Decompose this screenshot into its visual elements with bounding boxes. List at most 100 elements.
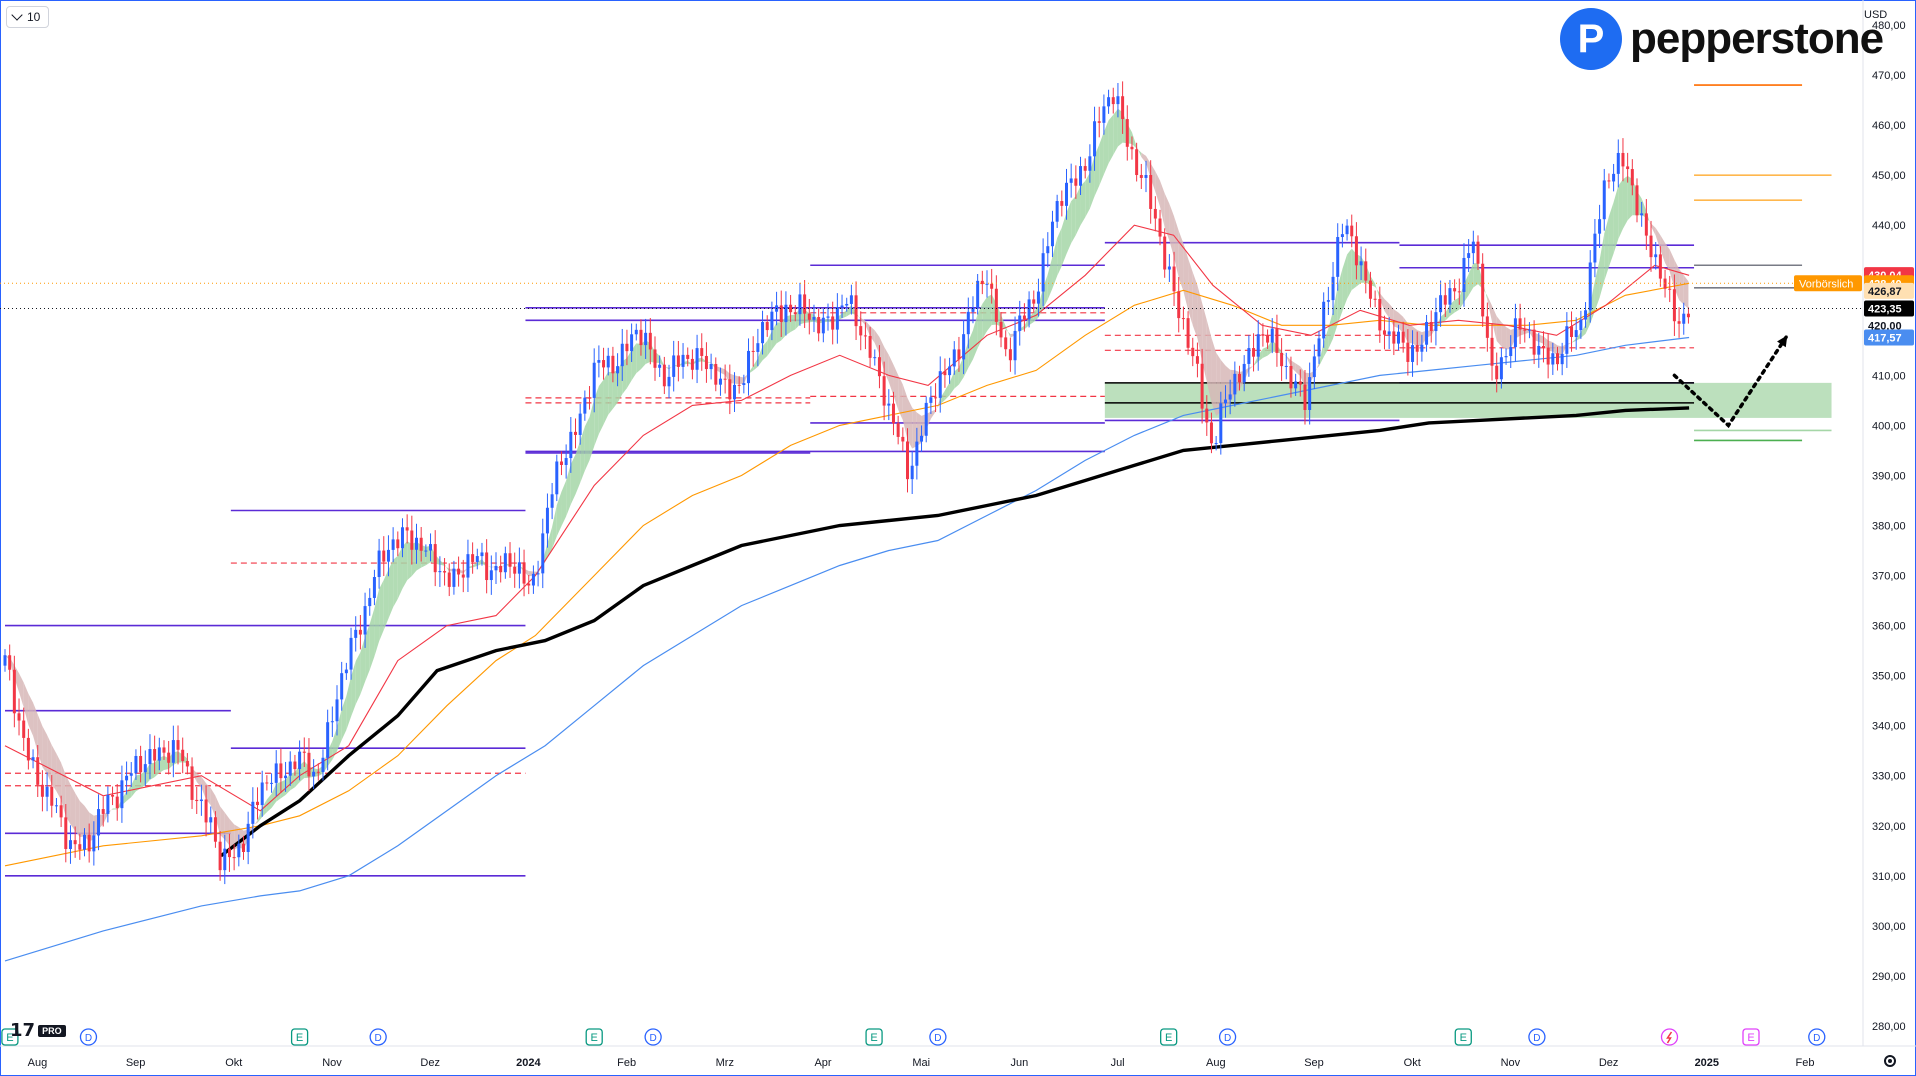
- candle-body: [475, 556, 479, 562]
- ribbon-segment: [561, 480, 567, 527]
- candle-body: [368, 597, 372, 607]
- time-tick-label: Feb: [1796, 1057, 1815, 1069]
- candle-body: [756, 343, 760, 352]
- candle-body: [1560, 353, 1564, 365]
- candle-body: [1570, 326, 1574, 338]
- candle-body: [1518, 318, 1522, 330]
- ribbon-segment: [842, 310, 847, 319]
- dividend-event-icon[interactable]: D: [644, 1028, 662, 1046]
- tradingview-pro-badge[interactable]: 17 PRO: [10, 1020, 66, 1041]
- candle-body: [489, 570, 493, 581]
- ribbon-segment: [865, 320, 871, 337]
- earnings-event-frame: [585, 1028, 603, 1046]
- ribbon-segment: [397, 546, 403, 599]
- ribbon-segment: [131, 775, 136, 798]
- ribbon-segment: [1248, 365, 1254, 371]
- candle-body: [1345, 225, 1349, 235]
- earnings-event-icon[interactable]: E: [585, 1028, 603, 1046]
- ribbon-segment: [1492, 305, 1497, 342]
- ribbon-segment: [1384, 299, 1390, 318]
- candle-body: [1485, 316, 1489, 338]
- candle-body: [1111, 97, 1115, 105]
- gear-icon[interactable]: [1884, 1055, 1896, 1067]
- ribbon-segment: [1608, 202, 1614, 267]
- dividend-event-icon[interactable]: D: [1808, 1028, 1826, 1046]
- candle-body: [1382, 330, 1386, 335]
- dividend-event-icon[interactable]: D: [79, 1028, 98, 1046]
- earnings-event-icon[interactable]: E: [1, 1028, 19, 1046]
- ribbon-segment: [1085, 172, 1090, 218]
- ribbon-segment: [622, 357, 627, 395]
- candle-body: [326, 722, 330, 758]
- candle-body: [312, 771, 316, 777]
- earnings-event-icon[interactable]: E: [1454, 1028, 1472, 1046]
- candle-body: [789, 304, 793, 313]
- ribbon-segment: [659, 355, 665, 367]
- candle-body: [1036, 291, 1040, 304]
- candle-body: [924, 402, 928, 436]
- split-event-icon[interactable]: [1660, 1028, 1679, 1046]
- candle-body: [1186, 318, 1190, 348]
- candle-body: [1013, 330, 1017, 361]
- earnings-event-icon[interactable]: E: [1160, 1028, 1178, 1046]
- dividend-event-glyph: D: [1224, 1033, 1231, 1044]
- candle-body: [910, 465, 914, 480]
- earnings-event-icon[interactable]: E: [865, 1028, 883, 1046]
- dividend-event-icon[interactable]: D: [1528, 1028, 1546, 1046]
- candle-body: [1326, 300, 1330, 302]
- candle-body: [1420, 344, 1424, 352]
- candle-body: [709, 363, 713, 370]
- candle-body: [1022, 315, 1026, 320]
- candle-body: [826, 316, 830, 318]
- ribbon-segment: [1155, 171, 1161, 207]
- candle-body: [592, 362, 596, 398]
- candle-body: [204, 799, 208, 823]
- ribbon-segment: [1604, 216, 1609, 281]
- price-label-bg: [1864, 300, 1914, 317]
- price-label-bg: [1864, 282, 1914, 299]
- dividend-event-icon[interactable]: D: [1218, 1028, 1237, 1046]
- ribbon-segment: [1066, 201, 1072, 255]
- candle-body: [391, 539, 395, 550]
- ribbon-segment: [888, 354, 894, 396]
- earnings-event-icon[interactable]: E: [290, 1028, 309, 1046]
- candle-body: [1209, 422, 1213, 444]
- candle-body: [87, 834, 91, 852]
- ribbon-segment: [846, 305, 852, 317]
- ribbon-segment: [870, 325, 875, 344]
- dividend-event-icon[interactable]: D: [369, 1028, 387, 1046]
- candle-body: [1205, 408, 1209, 423]
- candle-body: [807, 313, 811, 320]
- ribbon-segment: [1337, 269, 1343, 325]
- ribbon-segment: [1496, 316, 1502, 347]
- time-tick-label: Jun: [1011, 1057, 1029, 1069]
- ribbon-segment: [1024, 316, 1030, 330]
- split-event-frame: [1660, 1028, 1679, 1046]
- candle-body: [1233, 373, 1237, 395]
- candle-body: [1074, 178, 1078, 186]
- chevron-down-icon: [11, 9, 23, 21]
- ribbon-segment: [1113, 108, 1118, 155]
- candle-body: [494, 565, 498, 571]
- ribbon-segment: [580, 426, 585, 483]
- candle-body: [952, 349, 956, 367]
- candle-body: [929, 397, 933, 403]
- currency-label[interactable]: USD: [1864, 9, 1888, 21]
- interval-selector[interactable]: 10: [6, 6, 50, 28]
- ribbon-segment: [383, 569, 389, 631]
- candle-body: [36, 757, 40, 785]
- earnings-event-icon[interactable]: E: [1742, 1028, 1760, 1046]
- candle-body: [976, 280, 980, 308]
- candle-body: [573, 431, 577, 435]
- ribbon-segment: [1145, 155, 1151, 179]
- candle-body: [1397, 331, 1401, 344]
- ribbon-segment: [140, 770, 146, 789]
- projection-arrowhead: [1777, 335, 1788, 348]
- candle-body: [1467, 253, 1471, 258]
- dividend-event-icon[interactable]: D: [929, 1028, 947, 1046]
- ribbon-segment: [1005, 326, 1011, 338]
- ribbon-segment: [23, 682, 29, 726]
- candle-body: [1546, 347, 1550, 365]
